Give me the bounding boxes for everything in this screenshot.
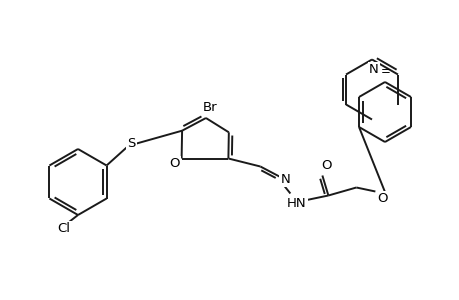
Text: N: N bbox=[280, 173, 290, 186]
Text: Cl: Cl bbox=[57, 223, 70, 236]
Text: =: = bbox=[380, 65, 390, 78]
Text: Br: Br bbox=[202, 100, 217, 113]
Text: S: S bbox=[127, 137, 135, 150]
Text: O: O bbox=[169, 157, 179, 170]
Text: HN: HN bbox=[286, 197, 306, 210]
Text: N: N bbox=[368, 63, 378, 76]
Text: O: O bbox=[320, 159, 331, 172]
Text: O: O bbox=[376, 192, 387, 205]
